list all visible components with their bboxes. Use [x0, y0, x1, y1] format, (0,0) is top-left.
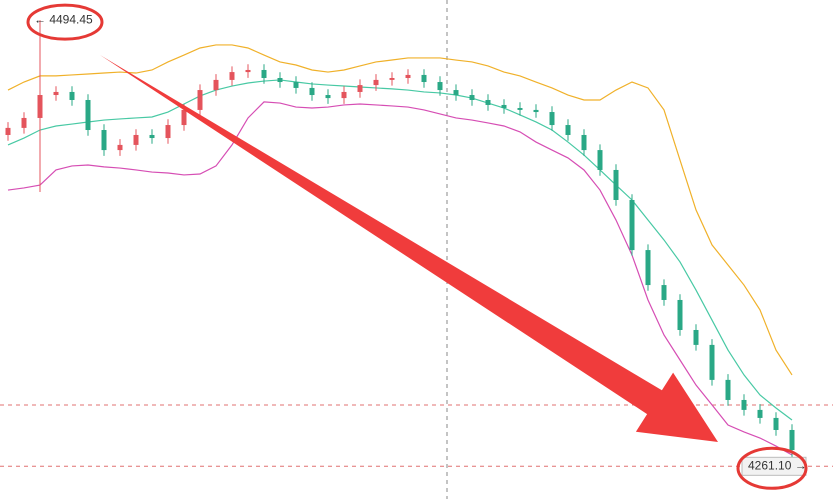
candle-body: [501, 104, 507, 109]
candle-body: [517, 108, 523, 110]
candle-body: [309, 87, 315, 96]
candle-body: [581, 134, 587, 151]
candle-body: [645, 250, 651, 286]
highlight-circle: [26, 3, 104, 41]
candle-body: [469, 95, 475, 100]
candle-body: [741, 399, 747, 410]
candle-body: [661, 285, 667, 300]
candle-body: [725, 379, 731, 400]
candle-body: [757, 409, 763, 418]
candle-body: [85, 99, 91, 131]
band-line: [7, 101, 793, 456]
candle-body: [597, 150, 603, 170]
candle-body: [773, 417, 779, 430]
candle-body: [293, 82, 299, 88]
high-label: ← 4494.45: [34, 12, 93, 26]
low-label: 4261.10 →: [748, 458, 807, 472]
candle-body: [357, 85, 363, 92]
candle-body: [21, 117, 27, 128]
candle-body: [693, 329, 699, 345]
band-line: [7, 79, 793, 421]
candle-body: [709, 344, 715, 380]
candle-body: [405, 74, 411, 79]
candle-body: [245, 69, 251, 73]
candle-body: [565, 125, 571, 135]
candle-body: [549, 112, 555, 126]
candle-body: [37, 95, 43, 118]
candle-body: [5, 127, 11, 135]
candle-body: [437, 82, 443, 91]
candle-body: [213, 79, 219, 91]
candle-body: [117, 144, 123, 151]
candle-body: [149, 134, 155, 139]
candle-body: [341, 91, 347, 99]
candle-body: [261, 69, 267, 79]
trend-arrow: [100, 55, 718, 442]
candle-body: [133, 134, 139, 145]
highlight-circle: [736, 446, 808, 490]
candle-body: [789, 429, 795, 451]
candle-body: [165, 125, 171, 139]
candle-body: [373, 79, 379, 86]
candle-body: [533, 109, 539, 113]
candle-body: [229, 72, 235, 80]
candle-body: [453, 90, 459, 96]
candle-body: [325, 95, 331, 99]
candle-body: [101, 130, 107, 151]
band-line: [7, 44, 793, 376]
candle-body: [389, 78, 395, 80]
candle-body: [277, 78, 283, 83]
candle-body: [485, 99, 491, 105]
candle-body: [629, 199, 635, 251]
candle-body: [197, 90, 203, 110]
candle-body: [69, 91, 75, 100]
candle-body: [677, 299, 683, 330]
candle-body: [53, 91, 59, 96]
plot: [5, 20, 795, 467]
annotations: ← 4494.45 4261.10 →: [0, 3, 833, 490]
candle-body: [421, 74, 427, 83]
candle-body: [181, 109, 187, 126]
candle-body: [613, 169, 619, 200]
